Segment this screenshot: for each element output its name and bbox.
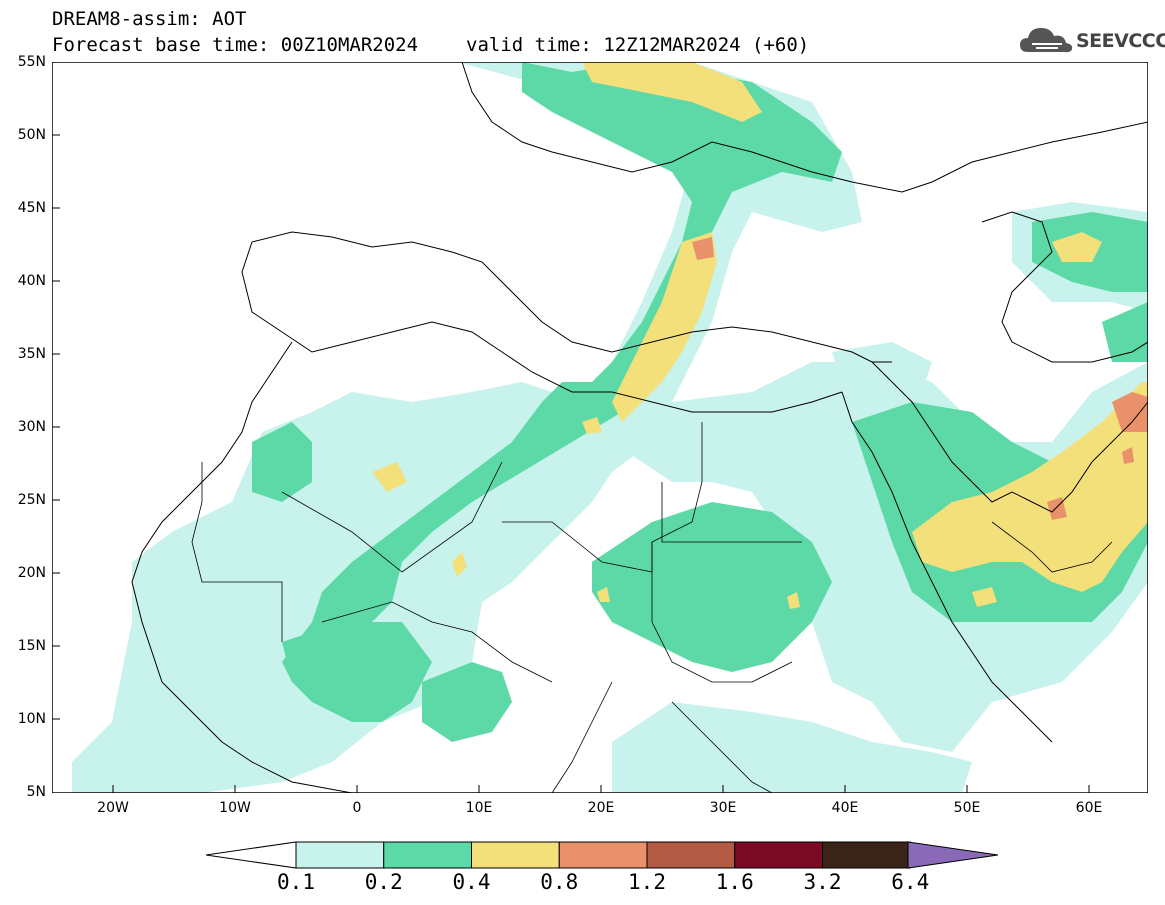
colorbar-swatch: [646, 841, 736, 869]
lat-label: 15N: [17, 638, 46, 654]
base-time: Forecast base time: 00Z10MAR2024: [52, 34, 419, 56]
lat-label: 55N: [17, 54, 46, 70]
colorbar-label: 0.8: [540, 870, 579, 894]
cloud-icon: [1020, 28, 1073, 53]
colorbar-label: 1.6: [715, 870, 754, 894]
colorbar-label: 6.4: [891, 870, 930, 894]
aot-level-0.8: [692, 237, 1148, 520]
logo-text: SEEVCCC: [1076, 30, 1165, 52]
lon-label: 20E: [587, 800, 615, 816]
time-line: Forecast base time: 00Z10MAR2024 valid ti…: [52, 35, 809, 55]
colorbar-low-arrow: [206, 841, 297, 869]
country-borders: [191, 422, 1113, 793]
coastlines: [131, 62, 1148, 793]
colorbar-legend: [206, 841, 998, 869]
colorbar-swatch: [295, 841, 385, 869]
colorbar-swatch: [822, 841, 911, 869]
lat-label: 20N: [17, 565, 46, 581]
seevccc-logo: SEEVCCC: [1018, 22, 1165, 58]
colorbar-label: 3.2: [803, 870, 842, 894]
lat-label: 40N: [17, 273, 46, 289]
colorbar-label: 0.2: [364, 870, 403, 894]
lat-label: 25N: [17, 492, 46, 508]
lon-label: 50E: [953, 800, 981, 816]
colorbar-swatch: [734, 841, 823, 869]
lat-label: 5N: [26, 784, 46, 800]
lon-label: 30E: [709, 800, 737, 816]
colorbar-swatch: [471, 841, 560, 869]
lon-label: 60E: [1075, 800, 1103, 816]
valid-time: valid time: 12Z12MAR2024 (+60): [466, 34, 810, 56]
aot-level-0.2: [252, 62, 1148, 742]
chart-title: DREAM8-assim: AOT: [52, 8, 247, 30]
lon-label: 20W: [97, 800, 129, 816]
colorbar-label: 0.1: [277, 870, 315, 894]
colorbar-label: 1.2: [628, 870, 666, 894]
lon-label: 10W: [219, 800, 251, 816]
colorbar-label: 0.4: [452, 870, 491, 894]
lat-label: 35N: [17, 346, 46, 362]
aot-level-0.4: [372, 62, 1148, 609]
lon-label: 10E: [465, 800, 493, 816]
lon-label: 0: [352, 800, 362, 816]
lon-label: 40E: [831, 800, 859, 816]
colorbar-high-arrow: [907, 841, 998, 869]
aot-map: [52, 62, 1148, 793]
axis-ticks: [52, 62, 1090, 793]
lat-label: 50N: [17, 127, 46, 143]
colorbar-swatch: [383, 841, 472, 869]
lat-label: 45N: [17, 200, 46, 216]
lat-label: 30N: [17, 419, 46, 435]
lat-label: 10N: [17, 711, 46, 727]
colorbar-swatch: [558, 841, 648, 869]
